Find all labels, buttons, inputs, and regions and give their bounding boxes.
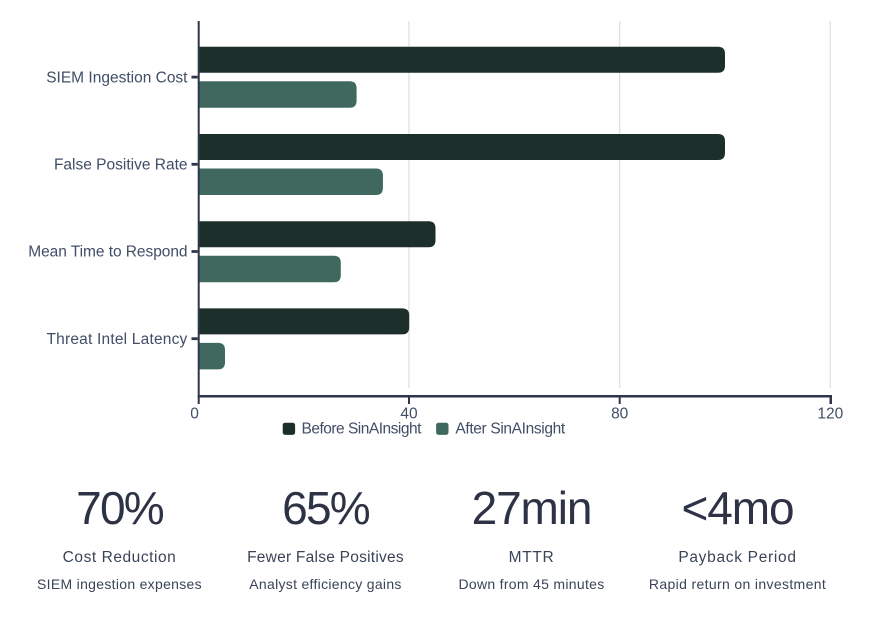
svg-text:After SinAInsight: After SinAInsight (455, 420, 566, 437)
svg-text:SIEM Ingestion Cost: SIEM Ingestion Cost (46, 69, 188, 86)
svg-text:80: 80 (611, 406, 629, 423)
svg-text:Mean Time to Respond: Mean Time to Respond (28, 244, 187, 261)
svg-text:Before SinAInsight: Before SinAInsight (302, 420, 423, 437)
svg-text:120: 120 (817, 406, 843, 423)
svg-text:Threat Intel Latency: Threat Intel Latency (47, 331, 188, 348)
svg-text:False Positive Rate: False Positive Rate (54, 157, 188, 174)
svg-text:40: 40 (400, 406, 418, 423)
svg-text:0: 0 (190, 406, 199, 423)
